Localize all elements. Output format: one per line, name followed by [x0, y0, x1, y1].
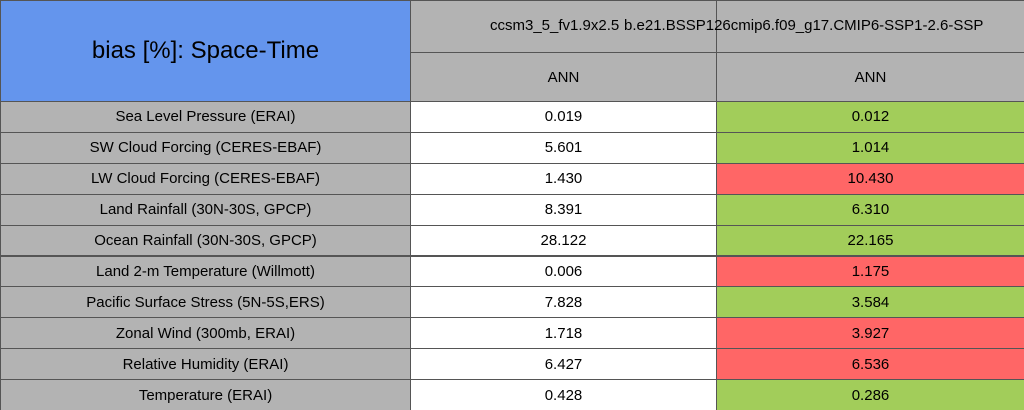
value-cell: 22.165 — [716, 224, 1024, 257]
value-cell: 6.427 — [410, 348, 717, 381]
value-cell: 6.536 — [716, 348, 1024, 381]
value-cell: 1.175 — [716, 255, 1024, 288]
value-cell: 0.286 — [716, 379, 1024, 410]
row-label: Land 2-m Temperature (Willmott) — [0, 255, 411, 288]
value-cell: 10.430 — [716, 162, 1024, 195]
period-header: ANN — [410, 52, 717, 102]
value-cell: 1.718 — [410, 317, 717, 350]
row-label: Zonal Wind (300mb, ERAI) — [0, 317, 411, 350]
value-cell: 0.012 — [716, 101, 1024, 133]
column-case: b.e21.BSSP126cmip6.f09_g17.CMIP6-SSP1-2.… — [624, 17, 984, 34]
row-label: Ocean Rainfall (30N-30S, GPCP) — [0, 224, 411, 257]
period-header: ANN — [716, 52, 1024, 102]
value-cell: 0.019 — [410, 101, 717, 133]
row-label: LW Cloud Forcing (CERES-EBAF) — [0, 162, 411, 195]
row-label: Sea Level Pressure (ERAI) — [0, 101, 411, 133]
value-cell: 7.828 — [410, 286, 717, 319]
column-header-bg — [410, 0, 717, 53]
value-cell: 3.584 — [716, 286, 1024, 319]
row-label: Relative Humidity (ERAI) — [0, 348, 411, 381]
column-case: ccsm3_5_fv1.9x2.5 — [490, 17, 620, 34]
value-cell: 28.122 — [410, 224, 717, 257]
column-header-bg — [716, 0, 1024, 53]
value-cell: 3.927 — [716, 317, 1024, 350]
row-label: SW Cloud Forcing (CERES-EBAF) — [0, 131, 411, 164]
row-label: Land Rainfall (30N-30S, GPCP) — [0, 193, 411, 226]
row-label: Pacific Surface Stress (5N-5S,ERS) — [0, 286, 411, 319]
value-cell: 0.006 — [410, 255, 717, 288]
value-cell: 0.428 — [410, 379, 717, 410]
value-cell: 1.014 — [716, 131, 1024, 164]
value-cell: 8.391 — [410, 193, 717, 226]
row-label: Temperature (ERAI) — [0, 379, 411, 410]
title: bias [%]: Space-Time — [0, 0, 411, 102]
value-cell: 6.310 — [716, 193, 1024, 226]
value-cell: 1.430 — [410, 162, 717, 195]
value-cell: 5.601 — [410, 131, 717, 164]
